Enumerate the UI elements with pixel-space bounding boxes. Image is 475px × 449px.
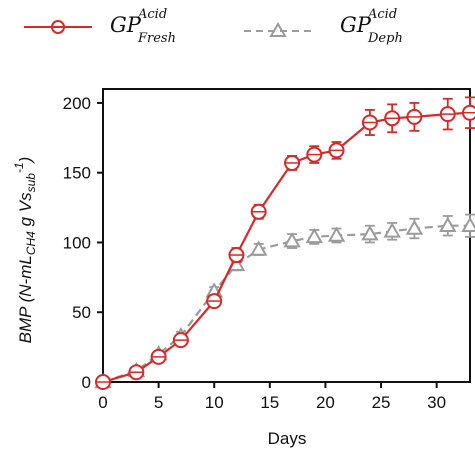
- x-tick-label: 20: [316, 393, 335, 412]
- series-line-deph: [102, 224, 470, 384]
- svg-text:Acid: Acid: [137, 7, 167, 22]
- x-tick-label: 15: [260, 393, 279, 412]
- data-point-deph: [283, 232, 301, 248]
- series-line-fresh: [102, 111, 471, 384]
- data-point-deph: [405, 219, 424, 235]
- legend-deph-main: GP: [340, 13, 372, 37]
- legend-item-deph: GP Acid Deph: [244, 7, 403, 46]
- legend-deph-sub: Deph: [367, 31, 403, 46]
- svg-text:Deph: Deph: [367, 31, 403, 46]
- svg-text:Fresh: Fresh: [137, 31, 176, 46]
- legend-fresh-main: GP: [110, 13, 142, 37]
- data-point-deph: [383, 222, 401, 238]
- x-tick-label: 10: [205, 393, 224, 412]
- plot-area: 0 50 100 150 200 0 5 10 15 20 25 30: [63, 88, 475, 412]
- y-tick-label: 150: [63, 164, 91, 183]
- data-point-deph: [361, 225, 379, 241]
- y-tick-label: 100: [63, 233, 91, 252]
- data-point-deph: [305, 227, 324, 244]
- x-tick-label: 25: [372, 393, 391, 412]
- legend: GP Acid Fresh GP Acid Deph: [24, 7, 403, 46]
- y-tick-label: 200: [63, 94, 91, 113]
- x-axis-label: Days: [268, 429, 307, 448]
- legend-marker-circle: [51, 20, 65, 34]
- x-tick-label: 5: [154, 393, 163, 412]
- y-tick-label: 50: [72, 303, 91, 322]
- legend-fresh-sup: Acid: [137, 7, 167, 22]
- legend-fresh-sub: Fresh: [137, 31, 176, 46]
- data-point-deph: [327, 226, 346, 242]
- data-point-deph: [461, 216, 475, 232]
- legend-marker-triangle: [269, 22, 287, 37]
- legend-deph-sup: Acid: [367, 7, 397, 22]
- y-tick-label: 0: [82, 373, 91, 392]
- svg-text:GP: GP: [340, 13, 372, 37]
- legend-item-fresh: GP Acid Fresh: [24, 7, 176, 46]
- data-point-deph: [249, 240, 268, 256]
- data-point-deph: [439, 216, 457, 232]
- y-axis-label: BMP (N-mLCH4 g Vssub-1): [12, 157, 38, 344]
- x-tick-label: 0: [98, 393, 107, 412]
- x-tick-label: 30: [427, 393, 446, 412]
- svg-text:GP: GP: [110, 13, 142, 37]
- svg-text:Acid: Acid: [367, 7, 397, 22]
